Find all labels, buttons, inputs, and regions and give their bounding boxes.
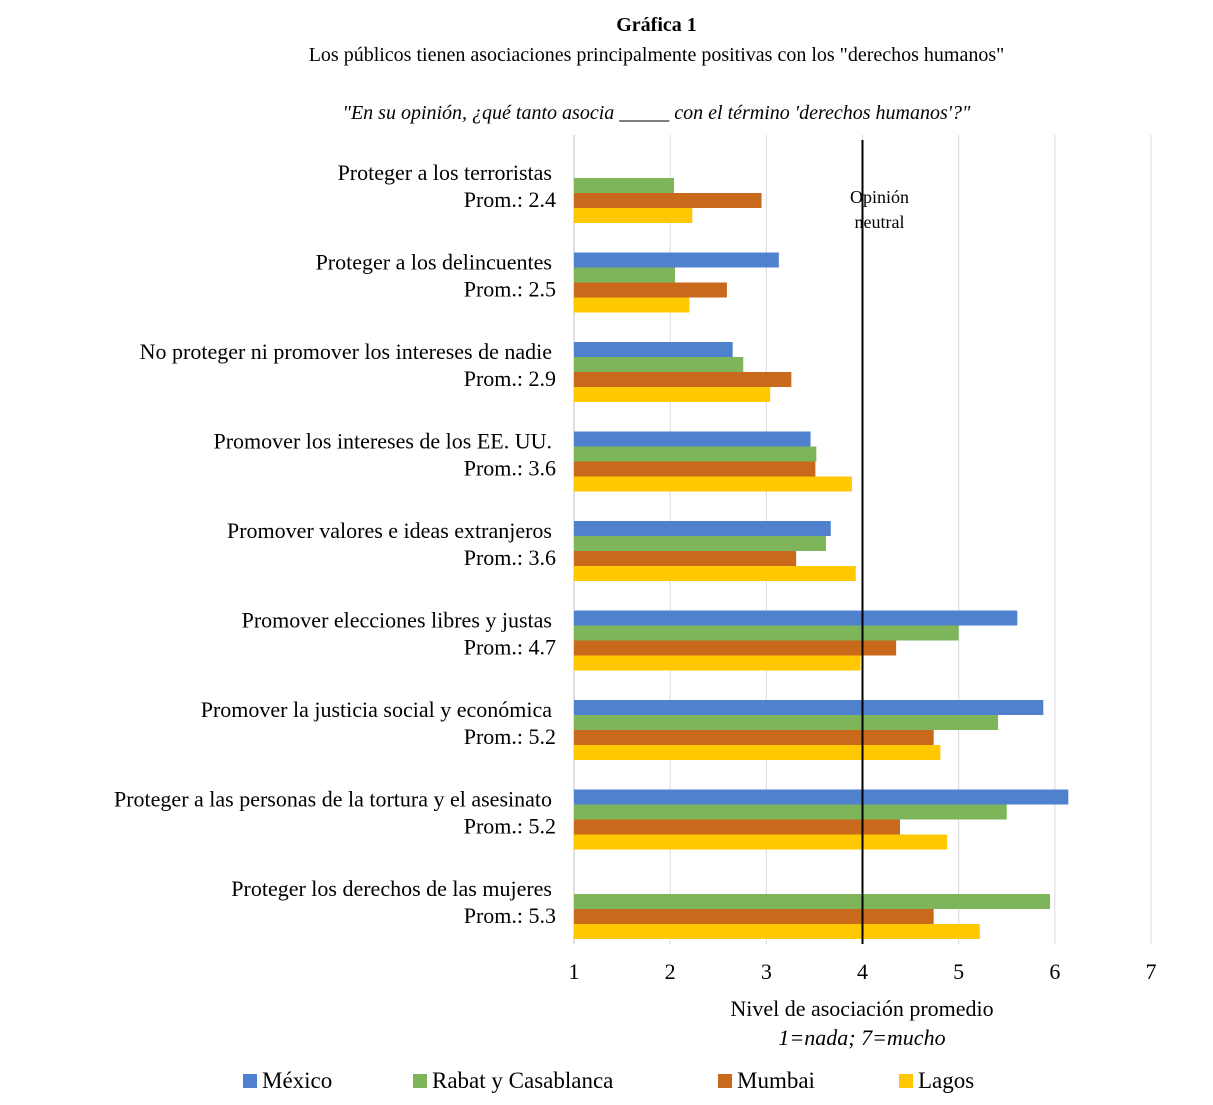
neutral-label: neutral — [855, 212, 905, 232]
bar — [574, 208, 693, 223]
category-average: Prom.: 2.9 — [464, 366, 556, 391]
x-tick-label: 4 — [857, 959, 868, 984]
bar — [574, 566, 856, 581]
survey-question: "En su opinión, ¿qué tanto asocia _____ … — [342, 102, 971, 124]
category-label: Proteger los derechos de las mujeres — [231, 876, 552, 901]
bar — [574, 446, 817, 462]
bar — [574, 431, 811, 447]
category-average: Prom.: 5.2 — [464, 814, 556, 839]
category-average: Prom.: 4.7 — [464, 635, 556, 660]
bar — [574, 342, 733, 357]
bar — [574, 357, 744, 372]
legend-item-rabat: Rabat y Casablanca — [413, 1068, 613, 1094]
bar — [574, 924, 980, 939]
category-average: Prom.: 3.6 — [464, 456, 556, 481]
category-average: Prom.: 3.6 — [464, 545, 556, 570]
category-label: No proteger ni promover los intereses de… — [140, 339, 552, 364]
bar — [574, 730, 934, 745]
bar — [574, 387, 771, 402]
bar — [574, 193, 762, 208]
legend-label: Rabat y Casablanca — [432, 1068, 614, 1093]
bar — [574, 476, 852, 492]
bar — [574, 655, 861, 671]
bar — [574, 909, 934, 924]
bar — [574, 521, 831, 536]
category-average: Prom.: 5.2 — [464, 724, 556, 749]
bar — [574, 461, 816, 477]
bar — [574, 715, 999, 730]
bar — [574, 297, 690, 313]
x-tick-label: 7 — [1146, 959, 1157, 984]
x-axis-note: 1=nada; 7=mucho — [778, 1025, 945, 1050]
bar — [574, 804, 1007, 820]
bar — [574, 372, 792, 387]
category-label: Proteger a las personas de la tortura y … — [114, 787, 552, 812]
category-label: Promover valores e ideas extranjeros — [227, 518, 552, 543]
bar — [574, 551, 797, 566]
chart-title: Gráfica 1 — [616, 14, 697, 36]
x-tick-label: 6 — [1049, 959, 1060, 984]
legend-item-mumbai: Mumbai — [718, 1068, 815, 1094]
legend-item-lagos: Lagos — [899, 1068, 974, 1094]
category-average: Prom.: 5.3 — [464, 903, 556, 928]
legend-swatch — [718, 1074, 732, 1088]
legend-label: Mumbai — [737, 1068, 815, 1093]
bar — [574, 282, 727, 298]
legend-swatch — [413, 1074, 427, 1088]
bar — [574, 178, 675, 193]
category-average: Prom.: 2.5 — [464, 277, 556, 302]
bar — [574, 894, 1051, 909]
x-tick-label: 1 — [569, 959, 580, 984]
bar — [574, 819, 901, 835]
bar — [574, 640, 897, 656]
bar — [574, 625, 959, 641]
category-label: Proteger a los terroristas — [338, 160, 552, 185]
legend-swatch — [243, 1074, 257, 1088]
category-label: Promover la justicia social y económica — [201, 697, 553, 722]
chart-subtitle: Los públicos tienen asociaciones princip… — [308, 44, 1005, 66]
legend-item-mexico: México — [243, 1068, 332, 1094]
category-label: Proteger a los delincuentes — [316, 250, 552, 275]
legend-swatch — [899, 1074, 913, 1088]
bar — [574, 267, 675, 283]
category-average: Prom.: 2.4 — [464, 187, 556, 212]
category-label: Promover los intereses de los EE. UU. — [214, 429, 553, 454]
bar — [574, 745, 941, 760]
x-tick-label: 5 — [953, 959, 964, 984]
bar — [574, 789, 1069, 805]
neutral-label: Opinión — [850, 187, 909, 207]
bar — [574, 610, 1018, 626]
chart-legend: México Rabat y Casablanca Mumbai Lagos — [0, 1068, 1213, 1102]
bar — [574, 252, 779, 268]
legend-label: México — [262, 1068, 333, 1093]
x-tick-label: 2 — [665, 959, 676, 984]
bar — [574, 700, 1044, 715]
bar — [574, 834, 948, 850]
x-tick-label: 3 — [761, 959, 772, 984]
bar — [574, 536, 826, 551]
x-axis-label: Nivel de asociación promedio — [730, 996, 993, 1021]
legend-label: Lagos — [918, 1068, 975, 1093]
category-label: Promover elecciones libres y justas — [242, 608, 552, 633]
